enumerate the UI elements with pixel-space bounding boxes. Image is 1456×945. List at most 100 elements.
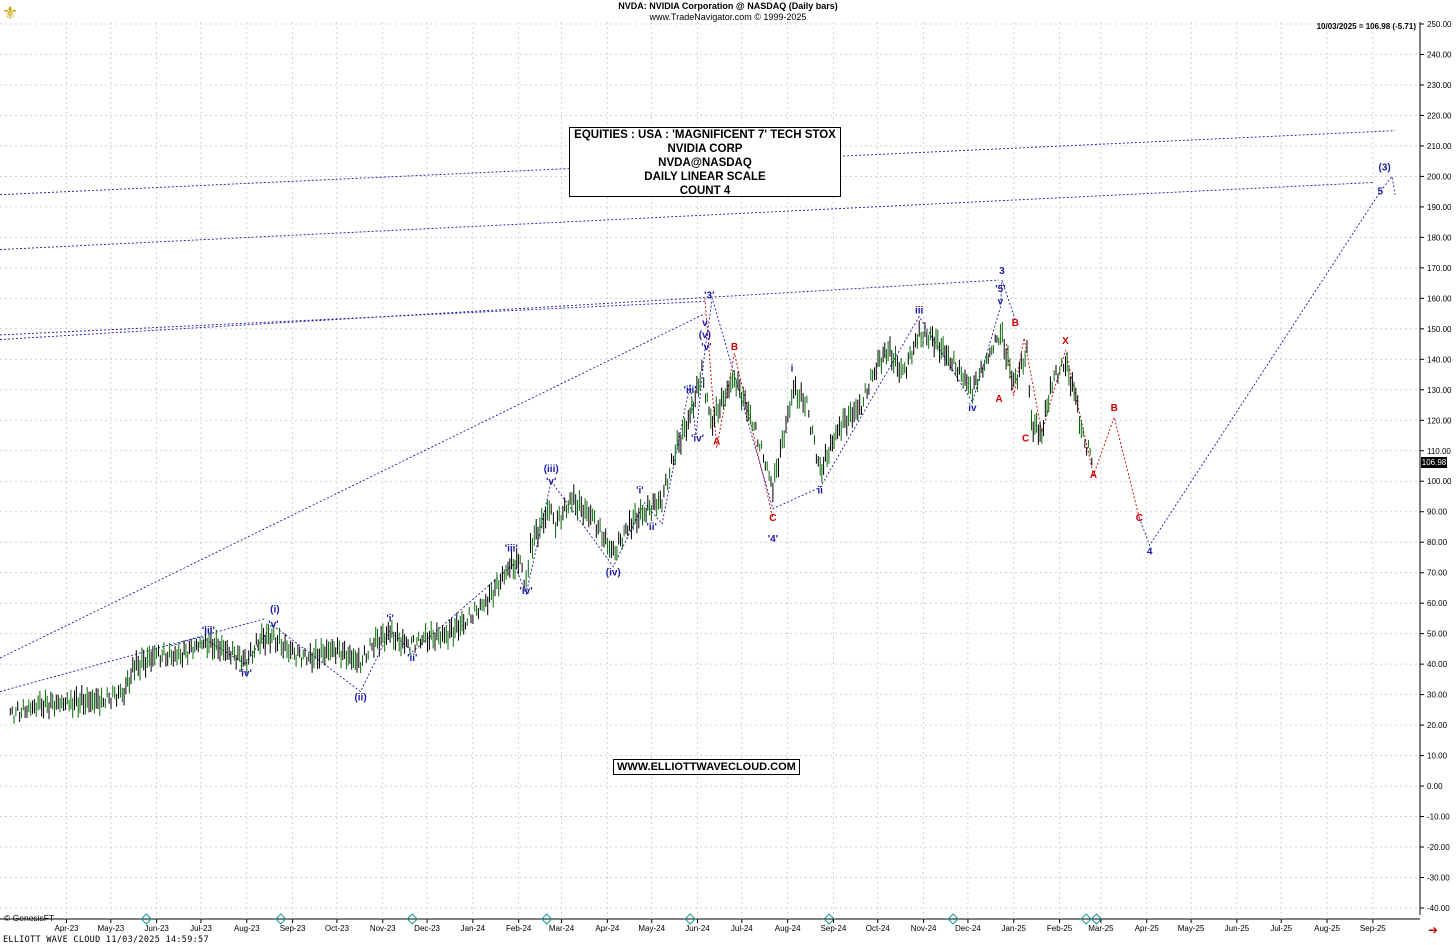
wave-label-i: 'i' — [386, 613, 394, 624]
y-tick-label: 110.00 — [1427, 447, 1451, 456]
y-tick-label: -40.00 — [1427, 904, 1450, 913]
wave-label-i: (i) — [270, 604, 279, 615]
wave-path-3-down — [1001, 279, 1016, 320]
wave-labels: (i) 'v' 'iii' 'iv' (ii) 'i' 'ii' 'iii' 'iv' 'v' (i… — [202, 162, 1391, 703]
wave-label-3: 3 — [999, 266, 1005, 277]
x-tick-label: Aug-23 — [234, 924, 260, 933]
x-tick-label: Jan-24 — [461, 924, 486, 933]
y-tick-label: 90.00 — [1427, 508, 1448, 517]
x-tick-label: Jul-24 — [731, 924, 753, 933]
chart-header-copyright: www.TradeNavigator.com © 1999-2025 — [649, 12, 807, 22]
dividend-marker-icon — [406, 913, 419, 925]
y-tick-label: 100.00 — [1427, 477, 1452, 486]
x-tick-label: Jul-25 — [1270, 924, 1292, 933]
y-tick-label: 50.00 — [1427, 630, 1448, 639]
title-line-1: EQUITIES : USA : 'MAGNIFICENT 7' TECH ST… — [574, 129, 836, 141]
wave-label-c: C — [1022, 434, 1029, 445]
y-tick-label: 40.00 — [1427, 660, 1448, 669]
chart-header-title: NVDA: NVIDIA Corporation @ NASDAQ (Daily… — [618, 1, 838, 11]
y-tick-label: 150.00 — [1427, 325, 1452, 334]
wave-label-iii: 'iii' — [202, 626, 215, 637]
y-tick-label: 180.00 — [1427, 233, 1452, 242]
wave-label-ii: 'ii' — [407, 653, 417, 664]
dividend-marker-icon — [541, 913, 553, 925]
wave-label-iii: 'iii' — [505, 543, 518, 554]
wave-label-c: C — [1136, 513, 1143, 524]
title-line-4: DAILY LINEAR SCALE — [644, 171, 766, 183]
x-tick-label: Jun-23 — [144, 924, 169, 933]
wave-label-a: A — [713, 437, 720, 448]
wave-label-iv: 'iv' — [520, 586, 533, 597]
wave-label-5: 5 — [1377, 187, 1383, 198]
title-line-3: NVDA@NASDAQ — [658, 157, 752, 169]
wave-path-projection — [1138, 175, 1396, 547]
x-tick-label: Mar-24 — [549, 924, 575, 933]
x-tick-label: Jun-24 — [685, 924, 710, 933]
scroll-left-arrow-icon[interactable]: ➜ — [1428, 923, 1439, 937]
dividend-marker-icon — [1090, 913, 1103, 925]
wave-label-v: 'v' — [268, 620, 278, 631]
wave-label-5-quoted: '5' — [995, 284, 1005, 295]
x-tick-label: Feb-24 — [506, 924, 532, 933]
wave-label-i: 'i' — [636, 485, 644, 496]
wave-label-iii: 'iii' — [684, 385, 697, 396]
wave-label-b: B — [1012, 318, 1019, 329]
x-tick-label: Oct-24 — [866, 924, 891, 933]
wave-label-c: C — [769, 513, 776, 524]
genesis-copyright: © GenesisFT — [4, 913, 55, 923]
wave-label-3-quoted: '3' — [704, 290, 714, 301]
y-tick-label: 140.00 — [1427, 355, 1452, 364]
trendline-early — [0, 617, 267, 693]
price-series — [9, 320, 1093, 724]
wave-label-ii: (ii) — [354, 693, 366, 704]
y-tick-label: -20.00 — [1427, 843, 1450, 852]
wave-path-abc-1 — [704, 298, 774, 518]
wave-label-iv-paren: (iv) — [606, 568, 621, 579]
wave-label-iii-paren: (iii) — [544, 464, 559, 475]
y-tick-label: 130.00 — [1427, 386, 1452, 395]
wave-label-b: B — [1111, 403, 1118, 414]
x-tick-label: Dec-23 — [414, 924, 440, 933]
wave-label-v: v — [702, 318, 708, 329]
dividend-marker-icon — [684, 913, 696, 925]
x-tick-label: Jun-25 — [1225, 924, 1250, 933]
trendline-3b — [0, 300, 705, 336]
wave-label-ii: 'ii' — [647, 522, 657, 533]
channel-lower-line — [0, 182, 1373, 251]
trendline-3 — [0, 279, 999, 340]
wave-label-4-quoted: '4' — [768, 534, 778, 545]
dividend-marker-icon — [947, 913, 959, 925]
y-tick-label: -30.00 — [1427, 874, 1450, 883]
y-tick-label: 250.00 — [1427, 20, 1452, 29]
y-tick-label: 220.00 — [1427, 111, 1452, 120]
wave-label-4: 4 — [1147, 546, 1153, 557]
x-tick-label: Sep-24 — [821, 924, 847, 933]
dividend-marker-icon — [140, 913, 153, 925]
y-tick-label: 170.00 — [1427, 264, 1452, 273]
wave-label-b: B — [731, 342, 738, 353]
wave-label-v: 'v' — [701, 342, 711, 353]
x-tick-label: May-25 — [1178, 924, 1205, 933]
y-tick-label: 0.00 — [1427, 782, 1443, 791]
current-price-tag: 106.98 — [1421, 457, 1447, 468]
x-tick-label: Apr-24 — [595, 924, 620, 933]
y-tick-label: 190.00 — [1427, 203, 1452, 212]
y-tick-label: -10.00 — [1427, 813, 1450, 822]
x-tick-label: Nov-24 — [911, 924, 937, 933]
wave-label-iii: iii — [915, 306, 924, 317]
x-tick-label: Aug-25 — [1314, 924, 1340, 933]
x-tick-label: Dec-24 — [955, 924, 981, 933]
wave-label-iv: 'iv' — [239, 668, 252, 679]
wave-label-3-paren: (3) — [1379, 162, 1391, 173]
wave-label-i: i — [791, 364, 794, 375]
dividend-marker-icon — [1080, 913, 1092, 925]
wave-label-a: A — [1090, 470, 1097, 481]
x-tick-label: Apr-25 — [1135, 924, 1160, 933]
title-box: EQUITIES : USA : 'MAGNIFICENT 7' TECH ST… — [569, 127, 841, 197]
wave-label-v: v — [998, 296, 1004, 307]
trendline-main — [0, 313, 706, 659]
y-tick-label: 240.00 — [1427, 50, 1452, 59]
y-tick-label: 20.00 — [1427, 721, 1448, 730]
x-tick-label: Apr-23 — [54, 924, 79, 933]
y-axis: 250.00 240.00 230.00 220.00 210.00 200.00 190.… — [1420, 20, 1452, 913]
